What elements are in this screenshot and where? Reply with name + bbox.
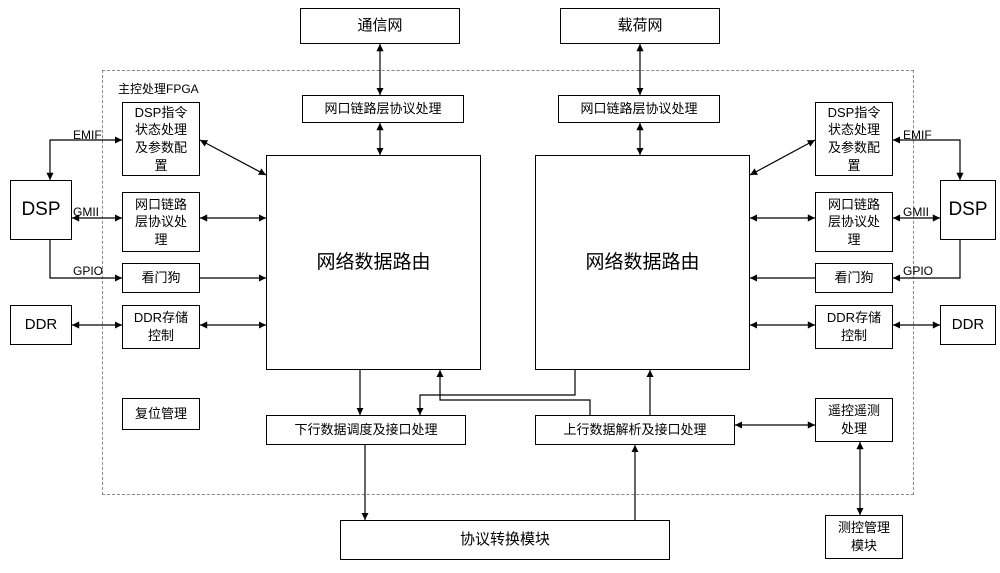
node-c-route-l: 网络数据路由 [266, 155, 481, 370]
node-l-ddr: DDR [10, 305, 72, 345]
node-c-up: 上行数据解析及接口处理 [535, 415, 735, 445]
node-c-down: 下行数据调度及接口处理 [266, 415, 466, 445]
node-l-dsp: DSP [10, 180, 72, 240]
label-l-emif: EMIF [73, 128, 102, 142]
node-r-dsp-param: DSP指令 状态处理 及参数配 置 [815, 102, 893, 176]
node-r-ddr-ctrl: DDR存储 控制 [815, 305, 893, 349]
label-l-gmii: GMII [73, 205, 99, 219]
node-c-route-r: 网络数据路由 [535, 155, 750, 370]
node-r-link-proc: 网口链路 层协议处 理 [815, 192, 893, 252]
node-payload-net: 载荷网 [560, 8, 720, 44]
node-c-link-r: 网口链路层协议处理 [558, 95, 720, 123]
diagram-canvas: 通信网 载荷网 主控处理FPGA DSP DDR DSP指令 状态处理 及参数配… [0, 0, 1000, 573]
fpga-container [102, 70, 914, 495]
node-r-ddr: DDR [940, 305, 996, 345]
label-r-gpio: GPIO [903, 264, 933, 278]
node-r-dsp: DSP [940, 180, 996, 240]
label-l-gpio: GPIO [73, 264, 103, 278]
node-c-link-l: 网口链路层协议处理 [302, 95, 464, 123]
node-r-watchdog: 看门狗 [815, 263, 893, 293]
node-l-link-proc: 网口链路 层协议处 理 [122, 192, 200, 252]
node-r-telemetry: 遥控遥测 处理 [815, 398, 893, 442]
fpga-label: 主控处理FPGA [118, 80, 199, 97]
node-l-reset: 复位管理 [122, 398, 200, 430]
label-r-emif: EMIF [903, 128, 932, 142]
node-l-dsp-param: DSP指令 状态处理 及参数配 置 [122, 102, 200, 176]
node-l-watchdog: 看门狗 [122, 263, 200, 293]
node-l-ddr-ctrl: DDR存储 控制 [122, 305, 200, 349]
node-proto-conv: 协议转换模块 [340, 520, 670, 560]
node-comm-net: 通信网 [300, 8, 460, 44]
node-ttc: 测控管理 模块 [825, 515, 903, 559]
label-r-gmii: GMII [903, 205, 929, 219]
